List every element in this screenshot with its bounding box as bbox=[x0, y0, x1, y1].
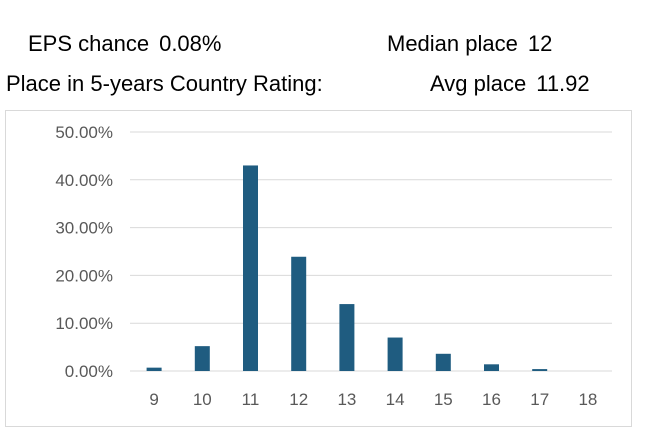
y-tick-label: 0.00% bbox=[65, 362, 113, 381]
bar-place-17 bbox=[532, 369, 548, 371]
bar-place-10 bbox=[194, 346, 210, 371]
median-place-value: 12 bbox=[527, 31, 553, 56]
x-tick-label: 17 bbox=[530, 390, 549, 409]
x-tick-label: 11 bbox=[242, 390, 260, 409]
bar-chart: 0.00% 10.00% 20.00% 30.00% 40.00% 50.00% 9 10 1… bbox=[55, 123, 612, 409]
x-tick-label: 9 bbox=[149, 390, 158, 409]
x-tick-label: 16 bbox=[482, 390, 501, 409]
x-tick-label: 14 bbox=[386, 390, 405, 409]
x-tick-label: 12 bbox=[289, 390, 308, 409]
bar-place-15 bbox=[435, 353, 451, 371]
avg-place-label: Avg place bbox=[430, 71, 527, 96]
eps-chance-value: 0.08% bbox=[159, 31, 222, 56]
median-place-label: Median place bbox=[387, 31, 518, 56]
median-place-text: Median place 12 bbox=[387, 31, 552, 57]
country-rating-label: Place in 5-years Country Rating: bbox=[6, 71, 323, 96]
bar-place-14 bbox=[387, 337, 403, 371]
y-tick-label: 50.00% bbox=[55, 123, 113, 142]
x-tick-label: 10 bbox=[193, 390, 212, 409]
x-axis-ticks: 9 10 11 12 13 14 15 16 17 18 bbox=[149, 390, 597, 409]
y-tick-label: 20.00% bbox=[55, 266, 113, 285]
eps-chance-text: EPS chance 0.08% bbox=[28, 31, 221, 57]
bar-place-11 bbox=[243, 165, 258, 371]
avg-place-value: 11.92 bbox=[536, 71, 590, 96]
bar-place-12 bbox=[291, 256, 307, 371]
gridlines bbox=[130, 131, 612, 372]
country-rating-heading: Place in 5-years Country Rating: bbox=[6, 71, 323, 97]
chart-area: 0.00% 10.00% 20.00% 30.00% 40.00% 50.00% 9 10 1… bbox=[5, 110, 632, 427]
y-tick-label: 30.00% bbox=[55, 219, 113, 238]
x-tick-label: 18 bbox=[578, 390, 597, 409]
bar-place-9 bbox=[146, 367, 162, 371]
eps-chance-label: EPS chance bbox=[28, 31, 150, 56]
x-tick-label: 15 bbox=[434, 390, 453, 409]
bars bbox=[146, 165, 548, 371]
bar-place-16 bbox=[484, 364, 499, 371]
y-tick-label: 10.00% bbox=[55, 314, 113, 333]
avg-place-text: Avg place 11.92 bbox=[430, 71, 590, 97]
x-tick-label: 13 bbox=[337, 390, 356, 409]
y-tick-label: 40.00% bbox=[55, 171, 113, 190]
y-axis-ticks: 0.00% 10.00% 20.00% 30.00% 40.00% 50.00% bbox=[55, 123, 113, 381]
bar-place-13 bbox=[339, 304, 355, 371]
